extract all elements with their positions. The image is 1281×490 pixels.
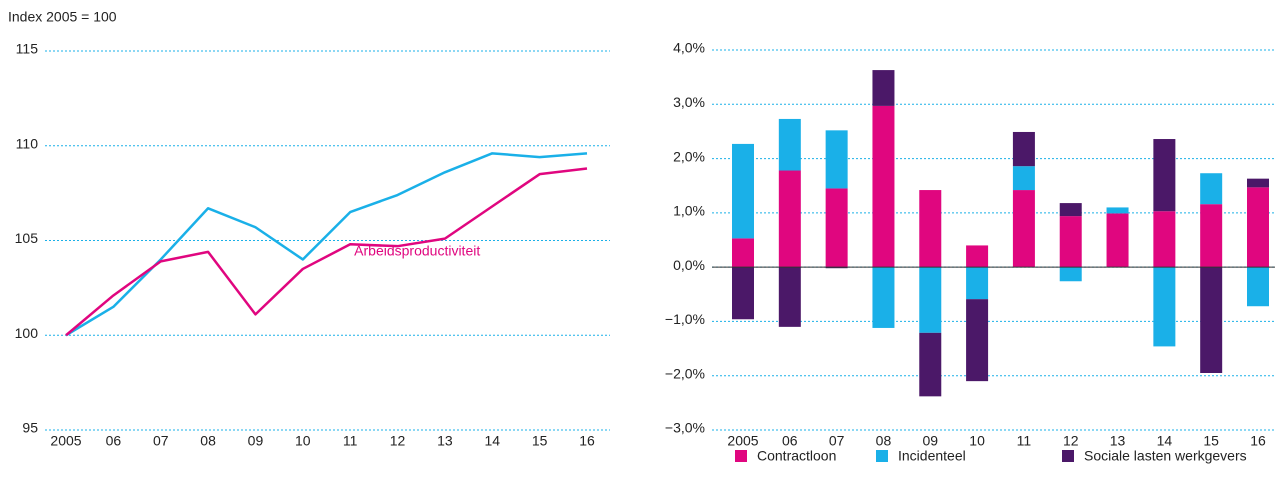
y-tick-label: 105 — [15, 230, 39, 246]
bar-segment — [1059, 203, 1082, 217]
x-tick-label: 16 — [579, 433, 595, 449]
bar-segment — [1153, 139, 1176, 212]
x-tick-label: 07 — [829, 433, 845, 449]
x-tick-label: 09 — [922, 433, 938, 449]
x-tick-label: 16 — [1250, 433, 1266, 449]
y-tick-label: 115 — [16, 41, 39, 57]
bar-segment — [732, 267, 754, 320]
x-tick-label: 08 — [876, 433, 892, 449]
bar-segment — [825, 130, 848, 189]
legend-label: Contractloon — [757, 448, 836, 464]
bar-segment — [919, 332, 942, 397]
bar-segment — [778, 118, 801, 171]
x-tick-label: 15 — [1203, 433, 1219, 449]
x-tick-label: 14 — [1157, 433, 1173, 449]
line-series — [65, 152, 588, 337]
x-tick-label: 14 — [484, 433, 500, 449]
bar-segment — [1059, 216, 1082, 268]
bar-segment — [1012, 131, 1035, 167]
x-tick-label: 12 — [1063, 433, 1079, 449]
bar-segment — [1200, 267, 1223, 373]
y-tick-label: 4,0% — [673, 40, 705, 56]
bar-segment — [872, 70, 895, 106]
x-tick-label: 13 — [437, 433, 453, 449]
bar-segment — [732, 238, 754, 268]
bar-segment — [1200, 204, 1223, 268]
bar-segment — [1200, 173, 1223, 205]
bar-segment — [1153, 267, 1176, 347]
y-tick-label: 2,0% — [673, 148, 705, 164]
bar-segment — [919, 267, 942, 333]
bar-segment — [1012, 166, 1035, 191]
bar-segment — [966, 299, 989, 382]
bar-segment — [872, 267, 895, 328]
bar-segment — [872, 105, 895, 268]
x-tick-label: 11 — [1017, 433, 1032, 449]
y-tick-label: 1,0% — [673, 203, 705, 219]
x-tick-label: 11 — [343, 433, 358, 449]
bar-segment — [778, 267, 801, 327]
y-tick-label: −2,0% — [665, 365, 705, 381]
legend-swatch — [876, 450, 888, 462]
x-tick-label: 2005 — [50, 433, 81, 449]
x-tick-label: 10 — [295, 433, 311, 449]
bar-segment — [919, 190, 942, 268]
x-tick-label: 13 — [1110, 433, 1126, 449]
line-series — [65, 167, 588, 337]
y-tick-label: −1,0% — [665, 311, 705, 327]
x-tick-label: 06 — [782, 433, 798, 449]
bar-segment — [1012, 190, 1035, 268]
bar-segment — [966, 245, 989, 268]
x-tick-label: 15 — [532, 433, 548, 449]
y-tick-label: 0,0% — [673, 257, 705, 273]
series-label: Arbeidsproductiviteit — [354, 243, 480, 259]
bar-segment — [825, 267, 848, 269]
x-tick-label: 06 — [106, 433, 122, 449]
x-tick-label: 09 — [248, 433, 264, 449]
bar-segment — [1106, 207, 1129, 214]
bar-segment — [1247, 187, 1269, 268]
bar-segment — [1106, 213, 1129, 268]
x-tick-label: 12 — [390, 433, 406, 449]
bar-segment — [825, 188, 848, 268]
legend-swatch — [1062, 450, 1074, 462]
bar-segment — [1059, 267, 1082, 282]
bar-segment — [732, 143, 754, 239]
legend-swatch — [735, 450, 747, 462]
legend-label: Incidenteel — [898, 448, 966, 464]
y-tick-label: 95 — [22, 420, 38, 436]
y-tick-label: −3,0% — [665, 420, 705, 436]
x-tick-label: 10 — [969, 433, 985, 449]
x-tick-label: 07 — [153, 433, 169, 449]
bar-segment — [1247, 267, 1269, 307]
y-tick-label: 3,0% — [673, 94, 705, 110]
bar-segment — [778, 170, 801, 268]
x-tick-label: 08 — [200, 433, 216, 449]
y-tick-label: 110 — [16, 135, 39, 151]
bar-segment — [966, 267, 989, 300]
x-tick-label: 2005 — [727, 433, 758, 449]
y-tick-label: 100 — [15, 325, 39, 341]
bar-segment — [1247, 178, 1269, 188]
y-axis-label: Index 2005 = 100 — [8, 9, 117, 25]
bar-segment — [1153, 211, 1176, 268]
legend-label: Sociale lasten werkgevers — [1084, 448, 1247, 464]
